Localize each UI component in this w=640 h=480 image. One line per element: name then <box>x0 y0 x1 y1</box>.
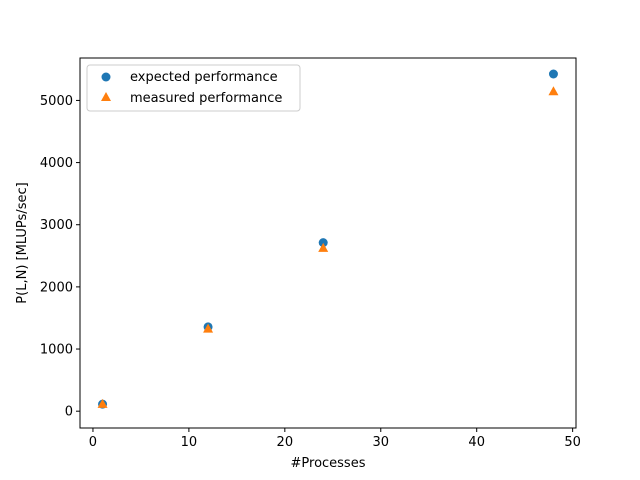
x-tick-label: 20 <box>277 435 294 450</box>
x-axis-label: #Processes <box>291 456 366 471</box>
legend-marker-expected <box>101 72 111 82</box>
axes-frame <box>79 57 577 429</box>
legend-marker-measured <box>101 92 111 101</box>
x-tick-label: 10 <box>181 435 198 450</box>
point-expected-performance <box>318 238 328 248</box>
legend-label-measured: measured performance <box>130 91 282 106</box>
y-axis-ticks: 0 1000 2000 3000 4000 5000 <box>40 94 80 420</box>
y-tick-label: 2000 <box>40 280 73 295</box>
point-measured-performance <box>318 242 329 252</box>
x-tick-label: 50 <box>564 435 581 450</box>
y-tick-label: 4000 <box>40 156 73 171</box>
y-tick-label: 1000 <box>40 343 73 358</box>
x-tick-label: 40 <box>468 435 485 450</box>
y-tick-label: 3000 <box>40 218 73 233</box>
data-marks <box>97 69 559 409</box>
point-measured-performance <box>203 323 214 333</box>
y-tick-label: 0 <box>65 405 73 420</box>
y-tick-label: 5000 <box>40 94 73 109</box>
legend-label-expected: expected performance <box>130 70 278 85</box>
point-expected-performance <box>548 69 558 79</box>
x-axis-ticks: 0 10 20 30 40 50 <box>89 428 581 450</box>
point-measured-performance <box>97 398 108 408</box>
x-tick-label: 30 <box>372 435 389 450</box>
point-measured-performance <box>548 86 559 96</box>
y-axis-label: P(L,N) [MLUPs/sec] <box>15 182 30 303</box>
x-tick-label: 0 <box>89 435 97 450</box>
legend: expected performance measured performanc… <box>86 64 301 112</box>
legend-box <box>86 64 301 112</box>
